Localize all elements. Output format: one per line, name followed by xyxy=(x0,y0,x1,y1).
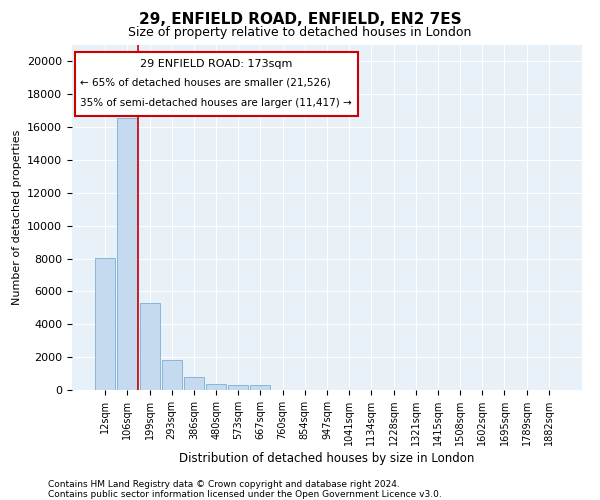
Bar xyxy=(184,377,204,390)
Text: Contains HM Land Registry data © Crown copyright and database right 2024.: Contains HM Land Registry data © Crown c… xyxy=(48,480,400,489)
Text: 35% of semi-detached houses are larger (11,417) →: 35% of semi-detached houses are larger (… xyxy=(80,98,352,108)
Text: ← 65% of detached houses are smaller (21,526): ← 65% of detached houses are smaller (21… xyxy=(80,78,331,88)
Bar xyxy=(140,303,160,390)
Bar xyxy=(228,386,248,390)
FancyBboxPatch shape xyxy=(74,52,358,116)
Bar xyxy=(162,360,182,390)
Text: 29 ENFIELD ROAD: 173sqm: 29 ENFIELD ROAD: 173sqm xyxy=(140,59,292,69)
Bar xyxy=(206,384,226,390)
Bar xyxy=(95,258,115,390)
X-axis label: Distribution of detached houses by size in London: Distribution of detached houses by size … xyxy=(179,452,475,465)
Text: Size of property relative to detached houses in London: Size of property relative to detached ho… xyxy=(128,26,472,39)
Text: 29, ENFIELD ROAD, ENFIELD, EN2 7ES: 29, ENFIELD ROAD, ENFIELD, EN2 7ES xyxy=(139,12,461,28)
Bar xyxy=(118,118,137,390)
Bar xyxy=(250,386,271,390)
Y-axis label: Number of detached properties: Number of detached properties xyxy=(11,130,22,305)
Text: Contains public sector information licensed under the Open Government Licence v3: Contains public sector information licen… xyxy=(48,490,442,499)
